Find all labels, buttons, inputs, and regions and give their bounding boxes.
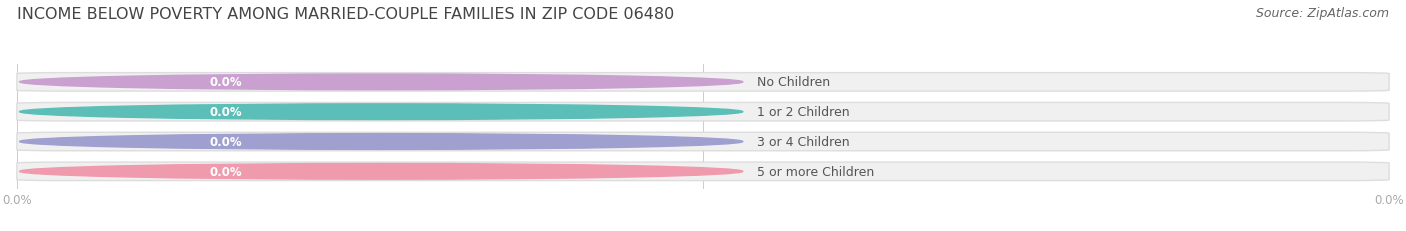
Text: INCOME BELOW POVERTY AMONG MARRIED-COUPLE FAMILIES IN ZIP CODE 06480: INCOME BELOW POVERTY AMONG MARRIED-COUPL… xyxy=(17,7,673,22)
Text: 0.0%: 0.0% xyxy=(209,135,242,148)
FancyBboxPatch shape xyxy=(17,133,1389,151)
FancyBboxPatch shape xyxy=(17,162,1389,181)
Text: 5 or more Children: 5 or more Children xyxy=(756,165,873,178)
Circle shape xyxy=(20,134,742,150)
Text: 0.0%: 0.0% xyxy=(209,165,242,178)
Text: Source: ZipAtlas.com: Source: ZipAtlas.com xyxy=(1256,7,1389,20)
Text: 0.0%: 0.0% xyxy=(209,106,242,119)
Circle shape xyxy=(20,75,742,90)
Text: 3 or 4 Children: 3 or 4 Children xyxy=(756,135,849,148)
FancyBboxPatch shape xyxy=(17,73,1389,92)
FancyBboxPatch shape xyxy=(167,106,284,119)
FancyBboxPatch shape xyxy=(167,76,284,89)
FancyBboxPatch shape xyxy=(167,165,284,178)
Text: 0.0%: 0.0% xyxy=(209,76,242,89)
Text: 1 or 2 Children: 1 or 2 Children xyxy=(756,106,849,119)
Text: No Children: No Children xyxy=(756,76,830,89)
FancyBboxPatch shape xyxy=(167,135,284,149)
FancyBboxPatch shape xyxy=(17,103,1389,122)
Circle shape xyxy=(20,164,742,179)
Circle shape xyxy=(20,104,742,120)
